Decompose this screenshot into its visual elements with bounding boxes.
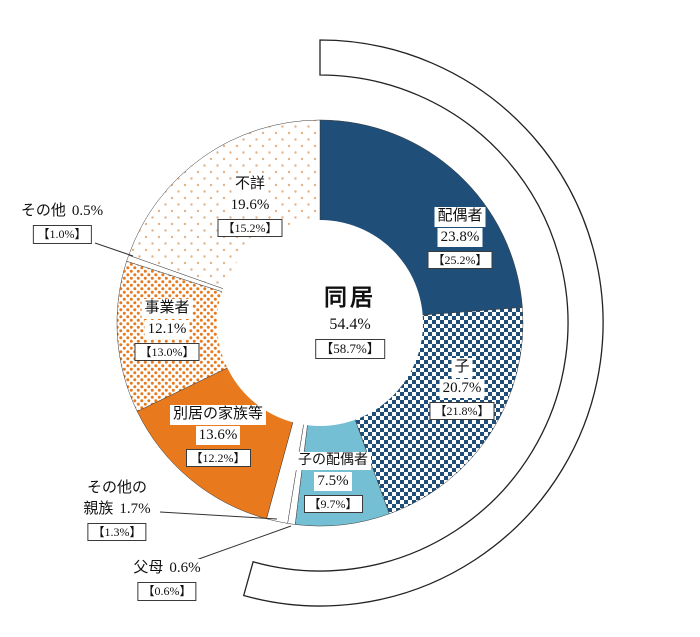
segment-value: 0.6% <box>166 559 204 579</box>
label-segment-care-provider: 事業者 12.1% 【13.0%】 <box>134 298 200 362</box>
center-label: 同居 <box>324 285 376 310</box>
label-segment-parents: 父母 0.6% 【0.6%】 <box>130 558 204 602</box>
segment-prev-value: 【1.3%】 <box>87 522 147 542</box>
segment-name: その他 <box>17 202 69 222</box>
segment-prev-value: 【0.6%】 <box>137 581 197 601</box>
label-segment-childs-spouse: 子の配偶者 7.5% 【9.7%】 <box>295 450 371 514</box>
segment-value: 13.6% <box>195 425 241 446</box>
segment-name: 不詳 <box>231 175 268 195</box>
label-segment-unknown: 不詳 19.6% 【15.2%】 <box>217 174 283 238</box>
segment-prev-value: 【13.0%】 <box>134 342 200 362</box>
segment-name-line2: 親族 <box>80 499 117 520</box>
segment-value: 12.1% <box>144 319 190 340</box>
segment-prev-value: 【21.8%】 <box>429 401 495 421</box>
leader-line-sonota-shinzoku <box>159 511 278 520</box>
label-segment-other-relatives: その他の 親族 1.7% 【1.3%】 <box>80 478 154 542</box>
center-prev-value: 【58.7%】 <box>315 338 385 359</box>
segment-value: 23.8% <box>437 227 483 248</box>
segment-name-line1: その他の <box>83 479 151 499</box>
segment-prev-value: 【15.2%】 <box>217 218 283 238</box>
label-segment-child: 子 20.7% 【21.8%】 <box>429 357 495 421</box>
leader-lines <box>94 242 292 561</box>
label-segment-other: その他 0.5% 【1.0%】 <box>17 201 107 245</box>
segment-name: 子 <box>451 358 473 378</box>
segment-prev-value: 【12.2%】 <box>185 448 251 468</box>
segment-value: 1.7% <box>116 499 154 520</box>
segment-prev-value: 【1.0%】 <box>32 224 92 244</box>
segment-name: 事業者 <box>141 299 193 319</box>
segment-value: 7.5% <box>314 471 352 492</box>
group-arc-live-together <box>242 39 604 607</box>
segment-prev-value: 【25.2%】 <box>427 250 493 270</box>
segment-value: 20.7% <box>439 378 485 399</box>
segment-prev-value: 【9.7%】 <box>303 494 363 514</box>
donut-hole <box>217 220 423 426</box>
label-segment-separate-family: 別居の家族等 13.6% 【12.2%】 <box>169 404 267 468</box>
segment-name: 父母 <box>130 559 167 579</box>
segment-value: 19.6% <box>227 195 273 216</box>
segment-name: 別居の家族等 <box>169 405 267 425</box>
leader-line-fubo <box>195 525 292 561</box>
leader-line-sonota <box>94 242 134 257</box>
segment-value: 0.5% <box>68 202 107 222</box>
label-segment-spouse: 配偶者 23.8% 【25.2%】 <box>427 206 493 270</box>
segment-name: 配偶者 <box>434 207 486 227</box>
center-value: 54.4% <box>329 315 371 333</box>
center-label-group: 同居 54.4% 【58.7%】 <box>315 283 385 359</box>
segment-name: 子の配偶者 <box>295 452 371 471</box>
